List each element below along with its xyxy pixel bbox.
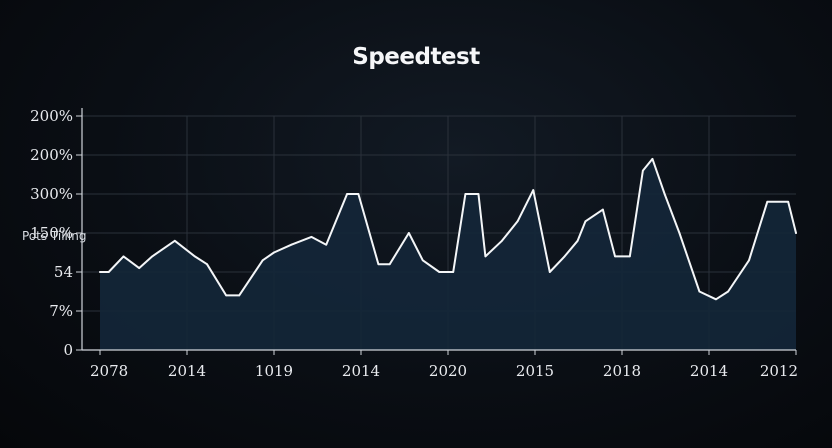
data-point (206, 263, 208, 266)
data-point (225, 294, 228, 297)
data-point (663, 193, 666, 195)
data-point (532, 189, 535, 192)
data-point (407, 232, 410, 234)
x-tick-label: 2014 (168, 362, 206, 380)
data-point (715, 298, 717, 301)
x-tick-label: 2018 (603, 362, 641, 380)
data-point (464, 193, 467, 195)
y-tick-label: 300% (30, 185, 73, 203)
data-point (290, 243, 293, 246)
x-tick-labels: 2078 2014 1019 2014 2020 2015 2018 2014 2012 (90, 362, 798, 380)
data-point (501, 239, 503, 242)
data-point (421, 259, 424, 262)
data-point (628, 255, 631, 258)
x-tick-label: 2015 (516, 362, 554, 380)
data-point (766, 200, 769, 203)
data-point (641, 169, 644, 172)
y-tick-label: 200% (30, 107, 73, 125)
y-tick-label: 54 (54, 263, 73, 281)
data-point (261, 259, 264, 262)
axes (76, 108, 797, 355)
y-tick-label: 7% (49, 302, 73, 320)
y-tick-label: 0 (63, 341, 73, 359)
data-point (548, 271, 551, 273)
data-point (377, 263, 380, 266)
data-point (238, 294, 241, 297)
data-point (576, 239, 579, 242)
chart-title: Speedtest (352, 44, 480, 70)
data-points (99, 158, 797, 301)
data-point (438, 271, 441, 273)
data-point (698, 290, 701, 293)
data-point (138, 267, 141, 269)
data-point (651, 158, 654, 160)
data-point (357, 193, 360, 195)
data-point (678, 232, 681, 234)
data-point (614, 255, 616, 258)
x-tick-label: 2014 (690, 362, 728, 380)
x-tick-label: 2014 (342, 362, 380, 380)
x-tick-label: 1019 (255, 362, 293, 380)
data-point (584, 220, 587, 223)
data-point (727, 290, 730, 293)
x-tick-label: 2020 (429, 362, 467, 380)
data-point (748, 259, 750, 262)
y-tick-label: 150% (30, 224, 73, 242)
data-point (325, 243, 328, 246)
data-point (122, 255, 125, 258)
data-point (484, 255, 487, 258)
data-point (310, 236, 313, 238)
data-point (787, 200, 790, 203)
data-point (346, 193, 348, 195)
y-tick-label: 200% (30, 146, 73, 164)
data-point (477, 193, 480, 195)
x-tick-label: 2078 (90, 362, 128, 380)
data-point (151, 255, 154, 258)
data-point (795, 232, 797, 234)
y-axis-label: Pots Tilling (22, 229, 86, 243)
data-point (452, 271, 455, 273)
data-point (601, 208, 604, 211)
data-point (99, 271, 101, 273)
y-tick-labels: 0 7% 54 150% 300% 200% 200% (30, 107, 73, 359)
data-point (388, 263, 391, 266)
data-point (273, 251, 275, 254)
data-point (173, 239, 176, 242)
data-point (193, 255, 196, 258)
data-point (563, 255, 566, 258)
data-point (107, 271, 110, 273)
series-area (100, 158, 796, 350)
data-point (516, 220, 519, 223)
x-tick-label: 2012 (760, 362, 798, 380)
